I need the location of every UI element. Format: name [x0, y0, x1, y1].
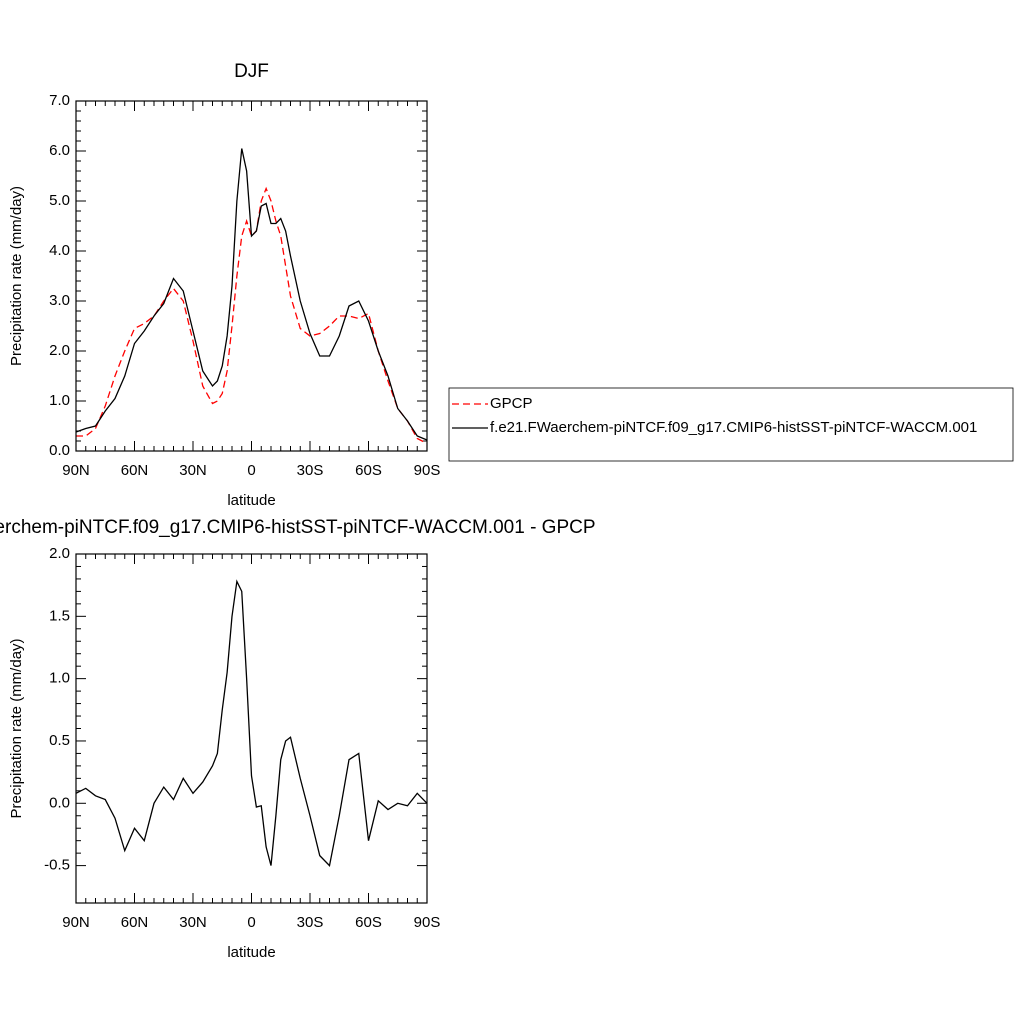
data-line — [75, 579, 428, 867]
y-tick-label: 5.0 — [49, 192, 70, 209]
x-axis-label: latitude — [227, 492, 275, 509]
chart-title: f.e21.FWaerchem-piNTCF.f09_g17.CMIP6-his… — [0, 517, 596, 538]
x-tick-label: 30S — [297, 914, 324, 931]
y-axis-label: Precipitation rate (mm/day) — [8, 638, 25, 818]
x-tick-label: 60S — [355, 914, 382, 931]
legend-box — [448, 387, 1014, 462]
data-line — [76, 186, 428, 445]
x-tick-label: 90S — [414, 462, 441, 479]
y-tick-label: 7.0 — [49, 92, 70, 109]
chart-title: DJF — [234, 61, 269, 82]
x-tick-label: 30N — [179, 462, 207, 479]
y-tick-label: 1.5 — [49, 607, 70, 624]
y-tick-label: 6.0 — [49, 142, 70, 159]
data-line — [75, 148, 428, 441]
x-tick-label: 30S — [297, 462, 324, 479]
x-tick-label: 90N — [62, 914, 90, 931]
y-tick-label: 0.5 — [49, 732, 70, 749]
y-tick-label: 1.0 — [49, 392, 70, 409]
y-tick-label: 2.0 — [49, 342, 70, 359]
y-tick-label: -0.5 — [44, 857, 70, 874]
x-tick-label: 60S — [355, 462, 382, 479]
y-tick-label: 3.0 — [49, 292, 70, 309]
y-tick-label: 0.0 — [49, 794, 70, 811]
x-tick-label: 0 — [247, 914, 255, 931]
legend-label: GPCP — [490, 395, 533, 412]
legend-label: f.e21.FWaerchem-piNTCF.f09_g17.CMIP6-his… — [490, 419, 977, 436]
x-tick-label: 0 — [247, 462, 255, 479]
x-tick-label: 30N — [179, 914, 207, 931]
plot-frame — [75, 553, 428, 904]
x-tick-label: 60N — [121, 914, 149, 931]
y-tick-label: 2.0 — [49, 545, 70, 562]
x-axis-label: latitude — [227, 944, 275, 961]
y-axis-label: Precipitation rate (mm/day) — [8, 186, 25, 366]
x-tick-label: 60N — [121, 462, 149, 479]
y-tick-label: 1.0 — [49, 670, 70, 687]
x-tick-label: 90N — [62, 462, 90, 479]
y-tick-label: 0.0 — [49, 442, 70, 459]
plot-frame — [75, 100, 428, 452]
x-tick-label: 90S — [414, 914, 441, 931]
y-tick-label: 4.0 — [49, 242, 70, 259]
